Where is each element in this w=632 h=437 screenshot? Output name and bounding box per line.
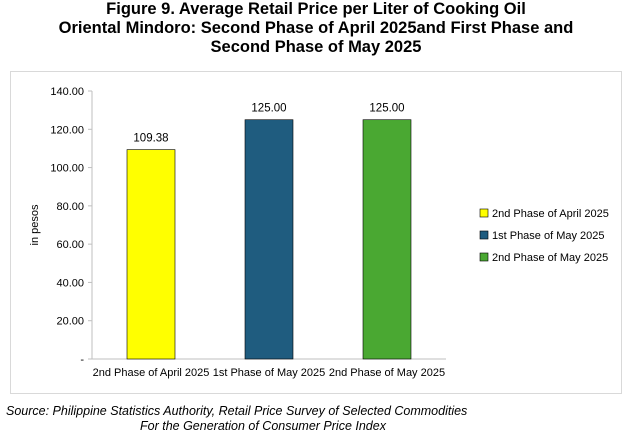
bar <box>244 119 294 360</box>
chart-frame <box>10 71 622 394</box>
y-tick-label: 80.00 <box>56 201 84 213</box>
y-tick-label: 140.00 <box>50 86 84 98</box>
y-tick-label: 60.00 <box>56 239 84 251</box>
title-line-2: Oriental Mindoro: Second Phase of April … <box>58 19 574 37</box>
source-line-1: Source: Philippine Statistics Authority,… <box>6 404 468 418</box>
y-tick-label: - <box>80 354 84 366</box>
x-tick-label: 2nd Phase of May 2025 <box>329 367 445 379</box>
bar <box>126 149 176 360</box>
legend-swatch <box>479 230 489 240</box>
legend-label: 2nd Phase of May 2025 <box>492 252 608 264</box>
x-tick-label: 1st Phase of May 2025 <box>213 367 326 379</box>
y-tick-label: 120.00 <box>50 124 84 136</box>
y-tick-label: 20.00 <box>56 316 84 328</box>
y-tick-label: 100.00 <box>50 163 84 175</box>
data-label: 125.00 <box>369 103 404 115</box>
x-tick-label: 2nd Phase of April 2025 <box>93 367 210 379</box>
chart-title: Figure 9. Average Retail Price per Liter… <box>0 0 632 57</box>
legend-swatch <box>479 208 489 218</box>
source-line-2: For the Generation of Consumer Price Ind… <box>140 419 386 433</box>
legend-label: 1st Phase of May 2025 <box>492 230 605 242</box>
legend-label: 2nd Phase of April 2025 <box>492 208 609 220</box>
data-label: 109.38 <box>133 133 168 145</box>
y-axis-title: in pesos <box>29 204 41 245</box>
bar <box>362 119 412 360</box>
source-note: Source: Philippine Statistics Authority,… <box>6 404 467 434</box>
title-line-3: Second Phase of May 2025 <box>210 38 422 56</box>
legend-swatch <box>479 252 489 262</box>
title-line-1: Figure 9. Average Retail Price per Liter… <box>106 0 526 18</box>
y-tick-label: 40.00 <box>56 277 84 289</box>
data-label: 125.00 <box>251 103 286 115</box>
